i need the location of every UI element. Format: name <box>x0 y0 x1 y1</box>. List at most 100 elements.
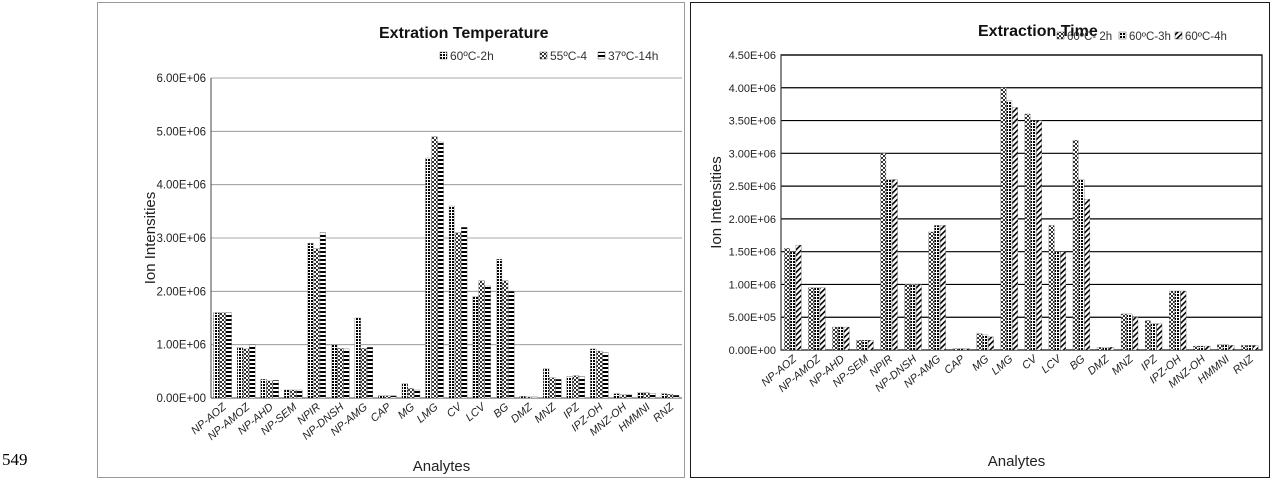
x-axis-label: Analytes <box>413 458 471 475</box>
bar <box>910 284 916 351</box>
x-tick-label: BG <box>1068 353 1088 373</box>
legend-swatch <box>597 51 606 60</box>
bar <box>891 179 898 351</box>
chart-extraction-temperature: 0.00E+00 1.00E+06 2.00E+06 3.00E+06 4.00E+06… <box>142 25 682 475</box>
bar <box>390 395 397 399</box>
bar <box>566 376 573 399</box>
y-tick-label: 6.00E+06 <box>156 73 206 85</box>
bar <box>1108 347 1115 351</box>
bar <box>819 287 826 351</box>
bar <box>1102 347 1109 351</box>
bar <box>343 348 350 399</box>
bar <box>525 396 532 399</box>
bar <box>331 344 338 399</box>
bar <box>626 394 633 399</box>
bar <box>360 348 367 399</box>
chart-extraction-time: 0.00E+00 5.00E+05 1.00E+06 1.50E+06 2.00E+06… <box>708 23 1263 470</box>
chart-panel-extraction-temperature: 0.00E+00 1.00E+06 2.00E+06 3.00E+06 4.00E+06… <box>97 2 685 478</box>
bar <box>296 389 303 399</box>
y-tick-label: 2.00E+06 <box>729 214 776 226</box>
x-tick-label: CV <box>1020 352 1041 372</box>
bar <box>219 312 226 399</box>
bar <box>1144 320 1151 351</box>
x-tick-label: MNZ <box>532 400 559 425</box>
legend-label: 60ºC-2h <box>450 49 494 63</box>
bar <box>843 326 850 351</box>
bar <box>319 232 326 399</box>
bar <box>1132 317 1139 351</box>
bar <box>461 227 468 399</box>
bar <box>928 231 935 351</box>
bar <box>313 248 320 399</box>
line-number: 549 <box>2 450 28 469</box>
bar <box>1156 323 1163 351</box>
y-tick-label: 0.00E+00 <box>729 345 776 357</box>
y-tick-label: 0.00E+00 <box>156 393 206 405</box>
y-tick-label: 5.00E+06 <box>156 126 206 138</box>
bar <box>455 232 462 399</box>
bar <box>964 348 970 351</box>
bar <box>958 348 965 351</box>
bar <box>660 393 667 399</box>
bar <box>916 284 922 351</box>
x-tick-label: DMZ <box>1086 352 1113 377</box>
x-tick-label: MNZ <box>1110 352 1137 377</box>
bar <box>1174 290 1181 351</box>
chart-title: Extration Temperature <box>379 25 549 42</box>
bar <box>643 392 650 399</box>
legend-swatch <box>1056 31 1065 40</box>
bar <box>838 326 844 351</box>
legend-label: 55ºC-4 <box>550 49 587 63</box>
x-tick-label: DMZ <box>509 400 536 425</box>
bar <box>934 225 940 351</box>
bar <box>290 389 297 399</box>
bar <box>862 340 868 351</box>
y-tick-label: 4.50E+06 <box>729 50 776 62</box>
bar <box>982 334 989 351</box>
bar <box>613 393 620 399</box>
bar <box>952 348 959 351</box>
bar <box>549 377 556 399</box>
y-tick-label: 2.00E+06 <box>156 286 206 298</box>
bar <box>940 225 946 351</box>
bar <box>1222 344 1229 351</box>
bar <box>472 296 479 399</box>
bar <box>1252 345 1259 351</box>
bar <box>448 205 455 399</box>
bar <box>1180 290 1187 351</box>
bar <box>602 352 609 399</box>
x-tick-label: MG <box>396 401 418 422</box>
bar <box>437 141 444 399</box>
chart-panel-extraction-time: 0.00E+00 5.00E+05 1.00E+06 1.50E+06 2.00E+06… <box>690 2 1270 478</box>
x-tick-label: LMG <box>415 401 441 426</box>
x-tick-label: CV <box>445 400 466 420</box>
bar <box>531 396 538 399</box>
bar <box>1126 313 1133 351</box>
bar <box>1072 140 1079 351</box>
bar <box>904 284 911 351</box>
bar <box>578 376 585 399</box>
x-tick-label: RNZ <box>1231 352 1257 377</box>
y-tick-label: 2.50E+06 <box>729 181 776 193</box>
bar <box>1228 345 1235 351</box>
bar <box>366 347 374 399</box>
bar <box>1012 107 1018 351</box>
y-tick-label: 1.00E+06 <box>729 279 776 291</box>
bar <box>1036 120 1042 351</box>
x-tick-label: CAP <box>942 353 968 377</box>
bar <box>260 379 267 399</box>
bar <box>1024 113 1031 351</box>
bar <box>1193 345 1199 351</box>
bar <box>378 395 385 399</box>
x-tick-label: MG <box>970 353 992 374</box>
bar <box>808 287 814 351</box>
y-axis-label: Ion Intensities <box>142 192 159 285</box>
bar <box>637 392 644 399</box>
bar <box>886 179 892 351</box>
y-tick-label: 3.00E+06 <box>156 233 206 245</box>
bar <box>502 280 509 399</box>
bar <box>354 317 361 399</box>
bar <box>880 153 887 351</box>
bar <box>414 389 421 399</box>
bar <box>337 348 344 399</box>
